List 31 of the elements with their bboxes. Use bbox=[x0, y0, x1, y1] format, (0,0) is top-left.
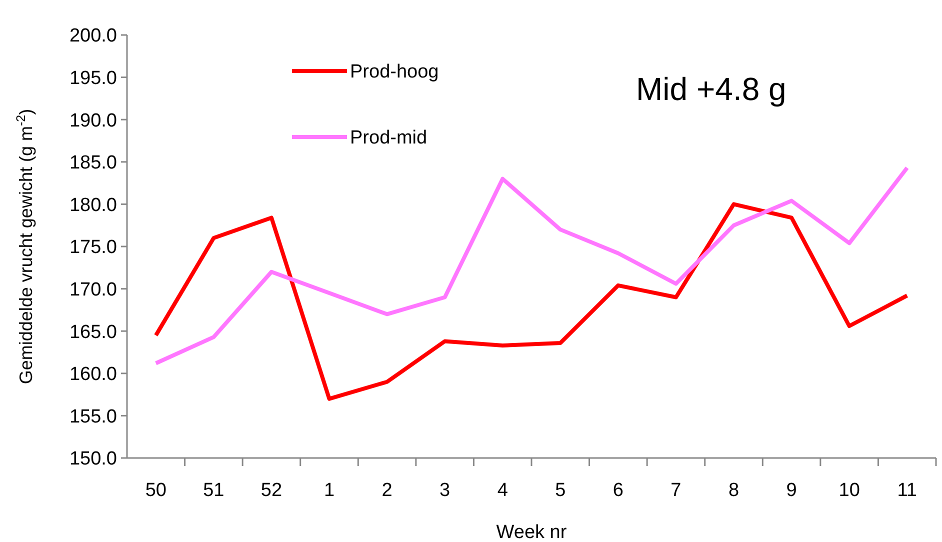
annotation: Mid +4.8 g bbox=[636, 71, 786, 107]
y-tick-label: 200.0 bbox=[69, 26, 117, 47]
x-tick-label: 50 bbox=[145, 480, 166, 501]
x-tick-label: 8 bbox=[728, 480, 740, 501]
line-series bbox=[154, 166, 910, 366]
x-tick-label: 2 bbox=[382, 480, 392, 501]
x-tick-label: 9 bbox=[786, 480, 797, 501]
y-tick-label: 165.0 bbox=[69, 322, 117, 343]
line-series bbox=[154, 202, 910, 401]
y-tick-label: 170.0 bbox=[69, 279, 117, 300]
y-tick-label: 155.0 bbox=[69, 406, 117, 428]
y-tick-label: 190.0 bbox=[69, 110, 117, 132]
x-tick-label: 4 bbox=[497, 480, 508, 501]
y-tick-label: 150.0 bbox=[69, 448, 117, 470]
x-tick-label: 11 bbox=[897, 480, 917, 501]
legend-label: Prod-mid bbox=[350, 128, 428, 149]
x-tick-label: 3 bbox=[440, 480, 450, 501]
y-tick-label: 175.0 bbox=[69, 237, 117, 258]
x-tick-label: 52 bbox=[260, 480, 282, 501]
x-tick-label: 10 bbox=[838, 480, 860, 501]
x-tick-label: 5 bbox=[555, 480, 566, 501]
y-tick-label: 185.0 bbox=[69, 152, 117, 174]
x-tick-label: 1 bbox=[324, 480, 335, 501]
legend-label: Prod-hoog bbox=[350, 62, 439, 83]
y-tick-label: 195.0 bbox=[69, 68, 117, 89]
x-tick-label: 51 bbox=[203, 480, 224, 501]
y-tick-label: 160.0 bbox=[69, 364, 117, 386]
x-axis-title: Week nr bbox=[496, 522, 568, 542]
y-tick-label: 180.0 bbox=[69, 194, 117, 216]
x-tick-label: 7 bbox=[670, 480, 682, 501]
x-tick-label: 6 bbox=[612, 480, 624, 501]
